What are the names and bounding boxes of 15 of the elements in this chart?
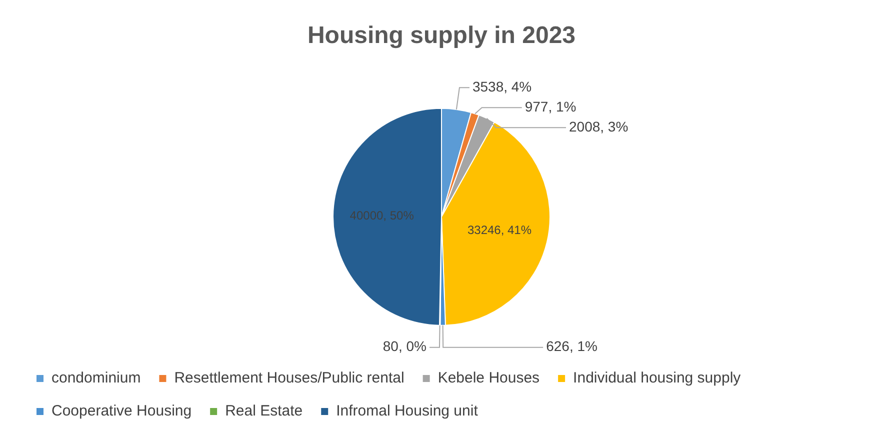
data-label: 33246, 41% — [467, 223, 532, 238]
data-label: 2008, 3% — [569, 118, 628, 135]
data-label: 40000, 50% — [350, 208, 414, 223]
data-label: 626, 1% — [546, 338, 598, 354]
legend-label: Infromal Housing unit — [336, 402, 479, 420]
legend-label: Individual housing supply — [573, 370, 742, 387]
data-label: 977, 1% — [524, 98, 576, 115]
legend-label: Real Estate — [225, 402, 303, 420]
chart-title: Housing supply in 2023 — [307, 22, 576, 50]
legend-label: condominium — [52, 370, 141, 387]
data-label: 80, 0% — [382, 338, 426, 354]
legend-label: Kebele Houses — [438, 370, 540, 387]
legend-label: Cooperative Housing — [52, 402, 192, 420]
legend-label: Resettlement Houses/Public rental — [174, 370, 404, 387]
data-label: 3538, 4% — [472, 78, 532, 95]
